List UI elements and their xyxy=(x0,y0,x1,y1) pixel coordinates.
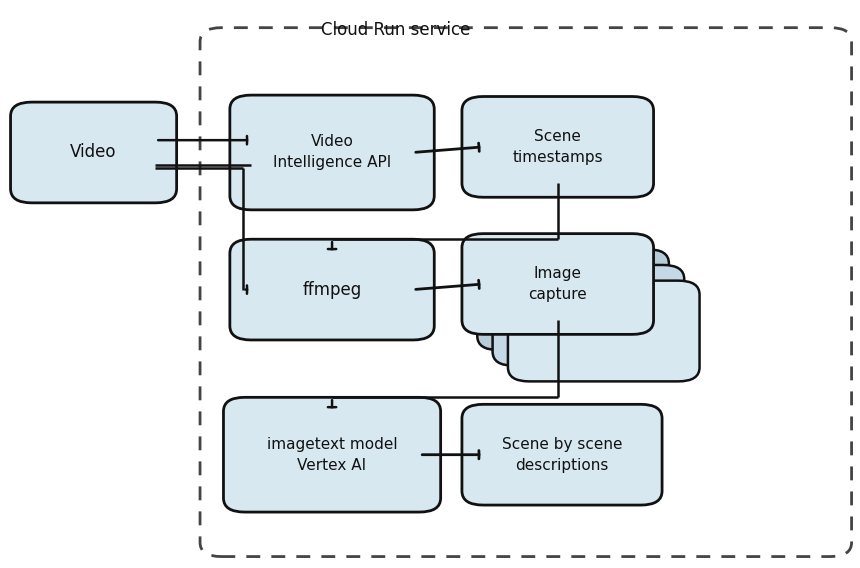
FancyBboxPatch shape xyxy=(10,102,176,203)
Text: Video
Intelligence API: Video Intelligence API xyxy=(273,135,391,170)
Text: Video: Video xyxy=(71,144,117,161)
Text: imagetext model
Vertex AI: imagetext model Vertex AI xyxy=(267,437,397,473)
Text: Scene
timestamps: Scene timestamps xyxy=(513,129,603,165)
FancyBboxPatch shape xyxy=(462,97,654,197)
FancyBboxPatch shape xyxy=(493,265,685,366)
FancyBboxPatch shape xyxy=(230,239,434,340)
FancyBboxPatch shape xyxy=(224,398,440,512)
Text: Image
capture: Image capture xyxy=(528,266,587,302)
FancyBboxPatch shape xyxy=(462,233,654,335)
FancyBboxPatch shape xyxy=(508,281,699,381)
Text: Cloud Run service: Cloud Run service xyxy=(322,21,470,39)
Text: Scene by scene
descriptions: Scene by scene descriptions xyxy=(501,437,623,473)
FancyBboxPatch shape xyxy=(230,95,434,210)
Text: ffmpeg: ffmpeg xyxy=(303,281,362,299)
FancyBboxPatch shape xyxy=(477,249,669,350)
FancyBboxPatch shape xyxy=(462,404,662,505)
